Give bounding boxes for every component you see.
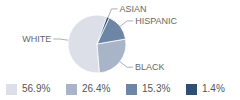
svg-text:HISPANIC: HISPANIC xyxy=(135,16,177,26)
html-text:15.3%: 15.3% xyxy=(142,83,171,94)
html-text:56.9%: 56.9% xyxy=(22,83,51,94)
html-text:26.4%: 26.4% xyxy=(82,83,111,94)
svg-text:BLACK: BLACK xyxy=(135,62,165,72)
html-text:1.4%: 1.4% xyxy=(202,83,225,94)
svg-text:ASIAN: ASIAN xyxy=(120,4,147,14)
svg-text:WHITE: WHITE xyxy=(22,34,51,44)
